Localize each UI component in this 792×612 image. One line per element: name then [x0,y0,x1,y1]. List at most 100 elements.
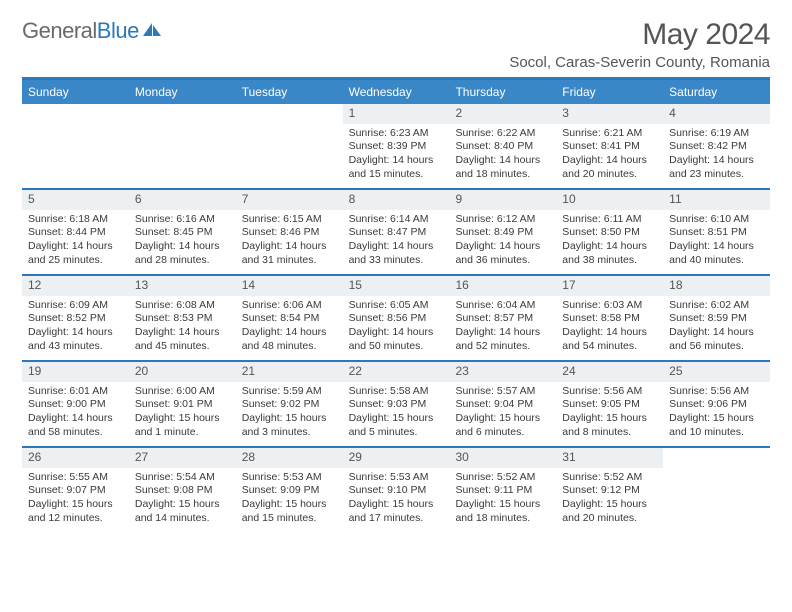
day-body: Sunrise: 6:00 AMSunset: 9:01 PMDaylight:… [129,382,236,446]
day-number: 25 [663,362,770,382]
sunrise-text: Sunrise: 5:57 AM [455,385,550,399]
day-cell: 8Sunrise: 6:14 AMSunset: 8:47 PMDaylight… [343,190,450,274]
day-cell: 22Sunrise: 5:58 AMSunset: 9:03 PMDayligh… [343,362,450,446]
day-body: Sunrise: 6:06 AMSunset: 8:54 PMDaylight:… [236,296,343,360]
sunset-text: Sunset: 9:11 PM [455,484,550,498]
sunset-text: Sunset: 9:08 PM [135,484,230,498]
day-body: Sunrise: 5:53 AMSunset: 9:09 PMDaylight:… [236,468,343,532]
sunset-text: Sunset: 8:59 PM [669,312,764,326]
day-number: 12 [22,276,129,296]
weekday-header: Wednesday [343,80,450,104]
sunset-text: Sunset: 9:06 PM [669,398,764,412]
week-row: 5Sunrise: 6:18 AMSunset: 8:44 PMDaylight… [22,190,770,276]
sunrise-text: Sunrise: 5:58 AM [349,385,444,399]
sunset-text: Sunset: 9:02 PM [242,398,337,412]
daylight-text: Daylight: 14 hours and 45 minutes. [135,326,230,353]
day-body: Sunrise: 6:05 AMSunset: 8:56 PMDaylight:… [343,296,450,360]
day-cell: 29Sunrise: 5:53 AMSunset: 9:10 PMDayligh… [343,448,450,532]
sunrise-text: Sunrise: 5:52 AM [562,471,657,485]
sunrise-text: Sunrise: 6:02 AM [669,299,764,313]
day-number: 9 [449,190,556,210]
day-cell: 4Sunrise: 6:19 AMSunset: 8:42 PMDaylight… [663,104,770,188]
daylight-text: Daylight: 15 hours and 15 minutes. [242,498,337,525]
sunrise-text: Sunrise: 6:04 AM [455,299,550,313]
logo-text-blue: Blue [97,18,139,44]
daylight-text: Daylight: 15 hours and 6 minutes. [455,412,550,439]
day-number: 29 [343,448,450,468]
week-row: 26Sunrise: 5:55 AMSunset: 9:07 PMDayligh… [22,448,770,532]
day-number: 13 [129,276,236,296]
sunset-text: Sunset: 8:50 PM [562,226,657,240]
day-body: Sunrise: 5:56 AMSunset: 9:05 PMDaylight:… [556,382,663,446]
day-body: Sunrise: 5:54 AMSunset: 9:08 PMDaylight:… [129,468,236,532]
daylight-text: Daylight: 15 hours and 12 minutes. [28,498,123,525]
sunset-text: Sunset: 9:10 PM [349,484,444,498]
day-number: 23 [449,362,556,382]
daylight-text: Daylight: 14 hours and 25 minutes. [28,240,123,267]
sunrise-text: Sunrise: 6:16 AM [135,213,230,227]
weekday-header: Friday [556,80,663,104]
day-body: Sunrise: 6:01 AMSunset: 9:00 PMDaylight:… [22,382,129,446]
daylight-text: Daylight: 14 hours and 15 minutes. [349,154,444,181]
weekday-header: Thursday [449,80,556,104]
daylight-text: Daylight: 14 hours and 31 minutes. [242,240,337,267]
day-number: 26 [22,448,129,468]
sunset-text: Sunset: 8:58 PM [562,312,657,326]
sunrise-text: Sunrise: 6:09 AM [28,299,123,313]
daylight-text: Daylight: 14 hours and 54 minutes. [562,326,657,353]
day-cell: 1Sunrise: 6:23 AMSunset: 8:39 PMDaylight… [343,104,450,188]
day-body: Sunrise: 6:10 AMSunset: 8:51 PMDaylight:… [663,210,770,274]
day-body: Sunrise: 5:59 AMSunset: 9:02 PMDaylight:… [236,382,343,446]
sunrise-text: Sunrise: 6:08 AM [135,299,230,313]
daylight-text: Daylight: 14 hours and 23 minutes. [669,154,764,181]
sunset-text: Sunset: 8:46 PM [242,226,337,240]
day-number: 19 [22,362,129,382]
day-number: 6 [129,190,236,210]
day-number: 5 [22,190,129,210]
title-block: May 2024 Socol, Caras-Severin County, Ro… [509,18,770,71]
location: Socol, Caras-Severin County, Romania [509,54,770,71]
day-number: 15 [343,276,450,296]
sunset-text: Sunset: 8:40 PM [455,140,550,154]
day-body: Sunrise: 6:04 AMSunset: 8:57 PMDaylight:… [449,296,556,360]
day-body: Sunrise: 6:03 AMSunset: 8:58 PMDaylight:… [556,296,663,360]
sunrise-text: Sunrise: 5:55 AM [28,471,123,485]
daylight-text: Daylight: 14 hours and 48 minutes. [242,326,337,353]
day-number [129,104,236,124]
logo-sail-icon [142,18,162,44]
day-body: Sunrise: 6:12 AMSunset: 8:49 PMDaylight:… [449,210,556,274]
day-cell: 19Sunrise: 6:01 AMSunset: 9:00 PMDayligh… [22,362,129,446]
sunset-text: Sunset: 9:07 PM [28,484,123,498]
month-title: May 2024 [509,18,770,52]
sunset-text: Sunset: 9:03 PM [349,398,444,412]
sunrise-text: Sunrise: 5:56 AM [669,385,764,399]
day-cell: 28Sunrise: 5:53 AMSunset: 9:09 PMDayligh… [236,448,343,532]
logo-text-gray: General [22,18,97,44]
day-body: Sunrise: 5:58 AMSunset: 9:03 PMDaylight:… [343,382,450,446]
sunrise-text: Sunrise: 6:18 AM [28,213,123,227]
calendar: Sunday Monday Tuesday Wednesday Thursday… [22,80,770,532]
sunset-text: Sunset: 8:47 PM [349,226,444,240]
weekday-header: Saturday [663,80,770,104]
day-body: Sunrise: 5:55 AMSunset: 9:07 PMDaylight:… [22,468,129,532]
sunset-text: Sunset: 8:57 PM [455,312,550,326]
day-cell: 3Sunrise: 6:21 AMSunset: 8:41 PMDaylight… [556,104,663,188]
day-number: 14 [236,276,343,296]
day-cell [22,104,129,188]
daylight-text: Daylight: 14 hours and 20 minutes. [562,154,657,181]
day-number: 24 [556,362,663,382]
sunrise-text: Sunrise: 5:54 AM [135,471,230,485]
sunrise-text: Sunrise: 6:21 AM [562,127,657,141]
day-cell: 15Sunrise: 6:05 AMSunset: 8:56 PMDayligh… [343,276,450,360]
weekday-row: Sunday Monday Tuesday Wednesday Thursday… [22,80,770,104]
day-cell: 16Sunrise: 6:04 AMSunset: 8:57 PMDayligh… [449,276,556,360]
weekday-header: Tuesday [236,80,343,104]
sunrise-text: Sunrise: 5:59 AM [242,385,337,399]
daylight-text: Daylight: 14 hours and 50 minutes. [349,326,444,353]
daylight-text: Daylight: 15 hours and 5 minutes. [349,412,444,439]
sunset-text: Sunset: 9:12 PM [562,484,657,498]
daylight-text: Daylight: 15 hours and 17 minutes. [349,498,444,525]
daylight-text: Daylight: 15 hours and 8 minutes. [562,412,657,439]
day-body: Sunrise: 6:02 AMSunset: 8:59 PMDaylight:… [663,296,770,360]
sunrise-text: Sunrise: 6:05 AM [349,299,444,313]
